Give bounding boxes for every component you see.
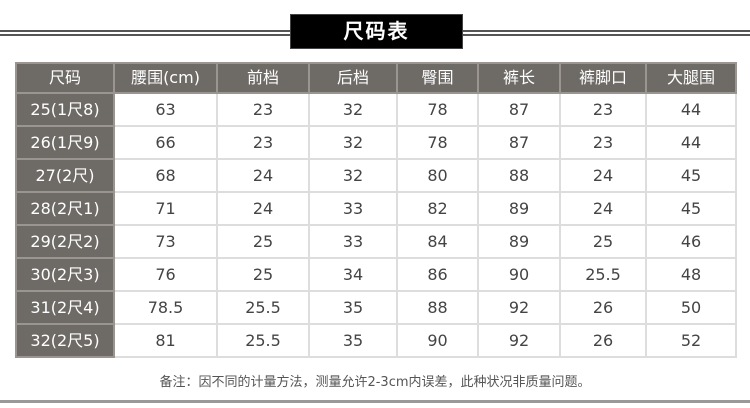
table-row: 28(2尺1) 71 24 33 82 89 24 45 <box>15 191 737 226</box>
table-cell: 87 <box>477 92 561 127</box>
size-cell: 32(2尺5) <box>15 323 115 358</box>
table-cell: 80 <box>396 158 479 193</box>
table-cell: 24 <box>559 191 647 226</box>
table-cell: 78 <box>396 125 479 160</box>
table-cell: 45 <box>645 158 737 193</box>
table-cell: 63 <box>113 92 218 127</box>
table-cell: 81 <box>113 323 218 358</box>
table-cell: 68 <box>113 158 218 193</box>
table-row: 30(2尺3) 76 25 34 86 90 25.5 48 <box>15 257 737 292</box>
table-cell: 71 <box>113 191 218 226</box>
column-header: 裤脚口 <box>559 62 647 94</box>
table-cell: 89 <box>477 191 561 226</box>
table-cell: 87 <box>477 125 561 160</box>
table-cell: 76 <box>113 257 218 292</box>
table-cell: 50 <box>645 290 737 325</box>
table-cell: 33 <box>308 224 398 259</box>
table-cell: 86 <box>396 257 479 292</box>
table-cell: 92 <box>477 290 561 325</box>
footnote: 备注：因不同的计量方法，测量允许2-3cm内误差，此种状况非质量问题。 <box>159 375 591 390</box>
table-cell: 25 <box>216 224 310 259</box>
table-cell: 35 <box>308 323 398 358</box>
table-row: 26(1尺9) 66 23 32 78 87 23 44 <box>15 125 737 160</box>
table-cell: 25.5 <box>216 323 310 358</box>
table-cell: 52 <box>645 323 737 358</box>
table-cell: 73 <box>113 224 218 259</box>
size-cell: 28(2尺1) <box>15 191 115 226</box>
size-cell: 26(1尺9) <box>15 125 115 160</box>
table-cell: 24 <box>216 191 310 226</box>
column-header: 后档 <box>308 62 398 94</box>
table-cell: 82 <box>396 191 479 226</box>
size-table: 尺码 腰围(cm) 前档 后档 臀围 裤长 裤脚口 大腿围 25(1尺8) 63 23 32 78 87… <box>15 62 737 358</box>
table-cell: 44 <box>645 125 737 160</box>
table-row: 29(2尺2) 73 25 33 84 89 25 46 <box>15 224 737 259</box>
column-header: 腰围(cm) <box>113 62 218 94</box>
table-cell: 89 <box>477 224 561 259</box>
column-header: 前档 <box>216 62 310 94</box>
table-cell: 23 <box>216 92 310 127</box>
table-row: 25(1尺8) 63 23 32 78 87 23 44 <box>15 92 737 127</box>
table-cell: 84 <box>396 224 479 259</box>
page-title: 尺码表 <box>290 14 463 49</box>
column-header: 尺码 <box>15 62 115 94</box>
table-cell: 26 <box>559 323 647 358</box>
table-cell: 33 <box>308 191 398 226</box>
table-cell: 25 <box>216 257 310 292</box>
table-header-row: 尺码 腰围(cm) 前档 后档 臀围 裤长 裤脚口 大腿围 <box>15 62 737 94</box>
table-cell: 78 <box>396 92 479 127</box>
bottom-divider <box>0 400 750 403</box>
table-cell: 25.5 <box>216 290 310 325</box>
column-header: 臀围 <box>396 62 479 94</box>
size-cell: 30(2尺3) <box>15 257 115 292</box>
table-cell: 88 <box>396 290 479 325</box>
table-cell: 44 <box>645 92 737 127</box>
table-cell: 23 <box>559 92 647 127</box>
table-cell: 34 <box>308 257 398 292</box>
table-cell: 23 <box>559 125 647 160</box>
table-cell: 48 <box>645 257 737 292</box>
table-cell: 24 <box>559 158 647 193</box>
size-cell: 25(1尺8) <box>15 92 115 127</box>
table-cell: 24 <box>216 158 310 193</box>
size-cell: 29(2尺2) <box>15 224 115 259</box>
table-cell: 23 <box>216 125 310 160</box>
size-cell: 27(2尺) <box>15 158 115 193</box>
table-cell: 92 <box>477 323 561 358</box>
table-cell: 25 <box>559 224 647 259</box>
table-cell: 32 <box>308 125 398 160</box>
table-cell: 32 <box>308 158 398 193</box>
table-cell: 45 <box>645 191 737 226</box>
column-header: 大腿围 <box>645 62 737 94</box>
table-row: 32(2尺5) 81 25.5 35 90 92 26 52 <box>15 323 737 358</box>
table-cell: 26 <box>559 290 647 325</box>
table-row: 27(2尺) 68 24 32 80 88 24 45 <box>15 158 737 193</box>
size-cell: 31(2尺4) <box>15 290 115 325</box>
table-cell: 90 <box>477 257 561 292</box>
column-header: 裤长 <box>477 62 561 94</box>
table-cell: 35 <box>308 290 398 325</box>
table-cell: 66 <box>113 125 218 160</box>
table-cell: 25.5 <box>559 257 647 292</box>
table-cell: 32 <box>308 92 398 127</box>
table-cell: 46 <box>645 224 737 259</box>
table-row: 31(2尺4) 78.5 25.5 35 88 92 26 50 <box>15 290 737 325</box>
table-cell: 78.5 <box>113 290 218 325</box>
table-cell: 90 <box>396 323 479 358</box>
table-cell: 88 <box>477 158 561 193</box>
